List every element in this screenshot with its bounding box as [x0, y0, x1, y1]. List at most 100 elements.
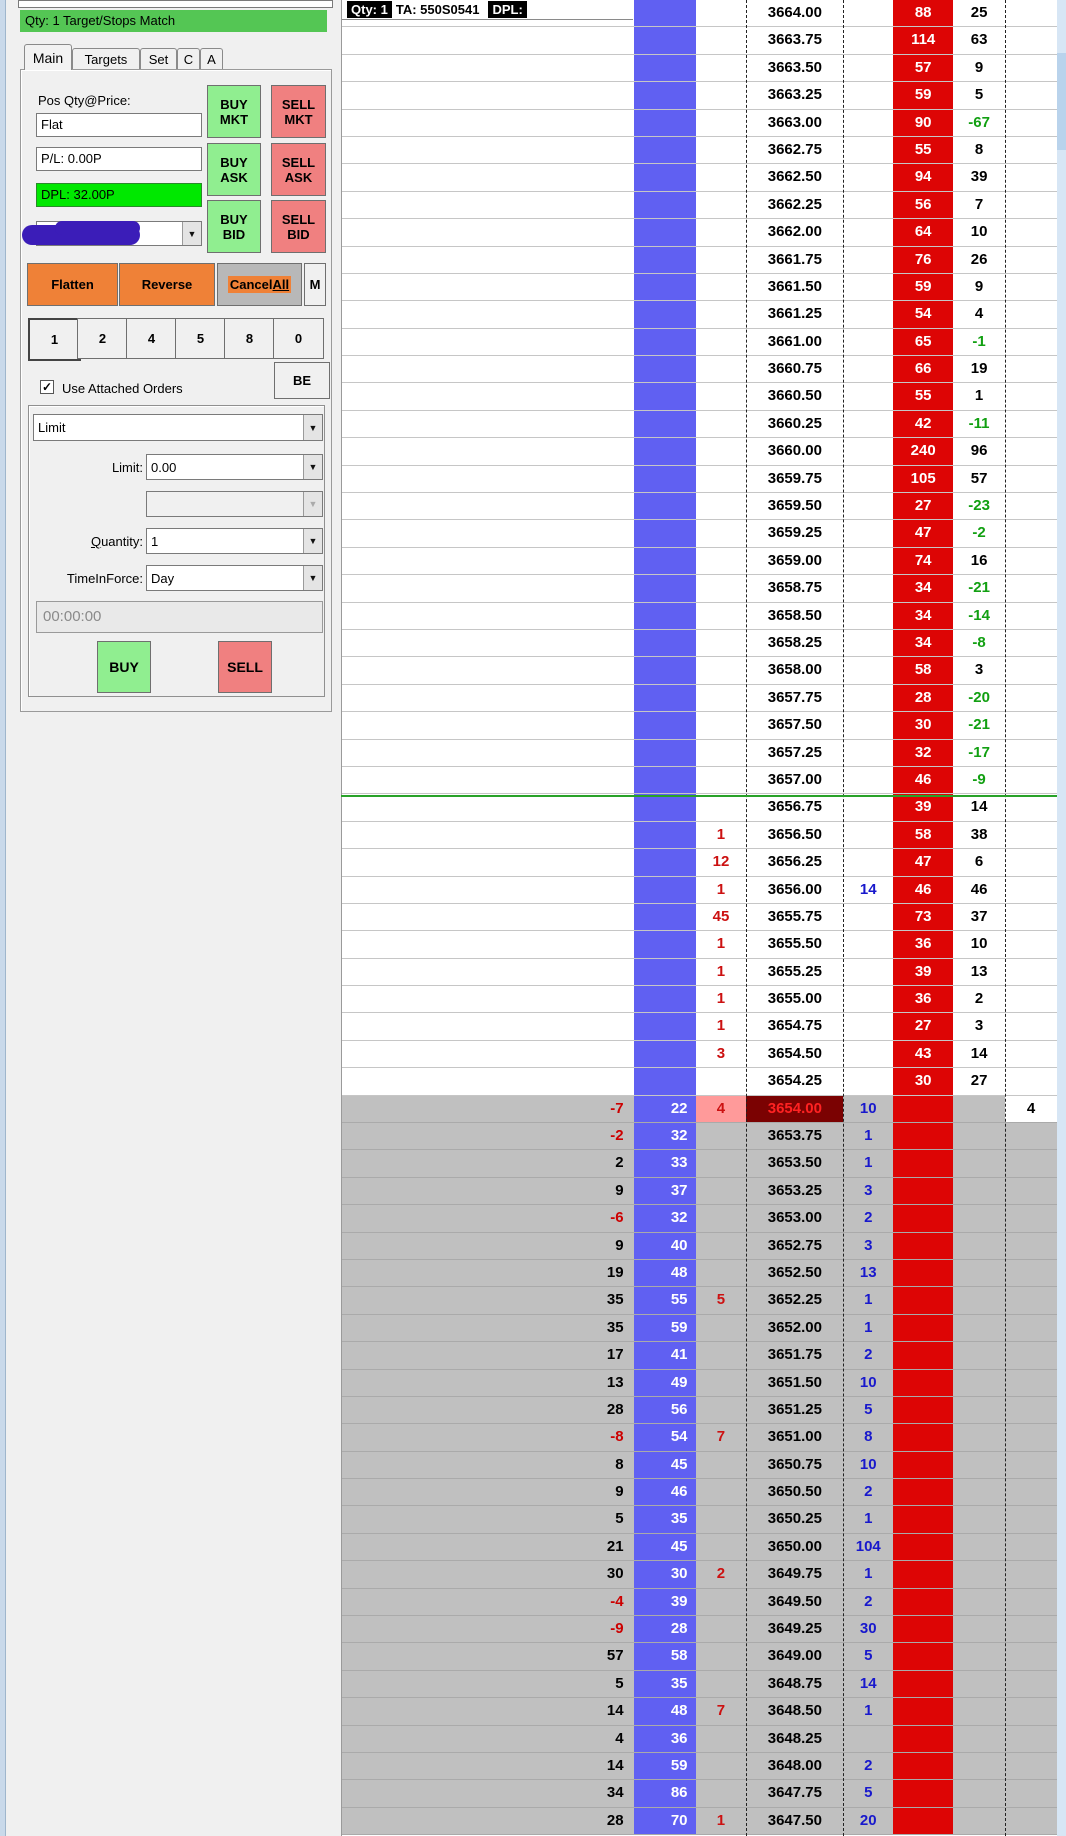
bid-size-cell[interactable]: [843, 54, 894, 83]
ask-size-cell[interactable]: 43: [893, 1040, 954, 1069]
bid-size-cell[interactable]: 5: [843, 1643, 894, 1671]
bid-size-cell[interactable]: [843, 465, 894, 494]
depth-cell[interactable]: [633, 328, 696, 357]
depth-cell[interactable]: [633, 903, 696, 932]
orders-cell[interactable]: [695, 273, 747, 302]
orders-cell[interactable]: [695, 136, 747, 165]
orders-cell[interactable]: [695, 301, 747, 329]
ask-size-cell[interactable]: 65: [893, 328, 954, 357]
depth-cell[interactable]: 35: [633, 1506, 696, 1534]
bid-size-cell[interactable]: [843, 657, 894, 685]
ask-size-cell[interactable]: 27: [893, 1013, 954, 1041]
bid-size-cell[interactable]: [843, 246, 894, 274]
bid-size-cell[interactable]: 5: [843, 1780, 894, 1808]
bid-size-cell[interactable]: 1: [843, 1123, 894, 1151]
orders-cell[interactable]: [695, 82, 747, 110]
bid-size-cell[interactable]: [843, 712, 894, 740]
ask-size-cell[interactable]: 28: [893, 684, 954, 713]
orders-cell[interactable]: [695, 602, 747, 630]
orders-cell[interactable]: [695, 0, 747, 28]
ask-size-cell[interactable]: [893, 1780, 954, 1808]
depth-cell[interactable]: 35: [633, 1670, 696, 1699]
orders-cell[interactable]: 2: [695, 1561, 747, 1589]
qty-preset-4[interactable]: 4: [126, 318, 177, 359]
bid-size-cell[interactable]: [843, 520, 894, 548]
order-type-select[interactable]: Limit ▼: [33, 414, 323, 441]
ask-size-cell[interactable]: 76: [893, 246, 954, 274]
buy-mkt-button[interactable]: BUY MKT: [207, 85, 261, 138]
bid-size-cell[interactable]: 8: [843, 1424, 894, 1452]
orders-cell[interactable]: [695, 164, 747, 192]
depth-cell[interactable]: 59: [633, 1314, 696, 1343]
depth-cell[interactable]: 32: [633, 1123, 696, 1151]
qty-preset-2[interactable]: 2: [77, 318, 128, 359]
depth-cell[interactable]: [633, 520, 696, 548]
bid-size-cell[interactable]: [843, 684, 894, 713]
ask-size-cell[interactable]: 114: [893, 27, 954, 55]
orders-cell[interactable]: [695, 1533, 747, 1562]
depth-cell[interactable]: [633, 931, 696, 959]
ask-size-cell[interactable]: 57: [893, 54, 954, 83]
ask-size-cell[interactable]: 94: [893, 164, 954, 192]
ask-size-cell[interactable]: [893, 1807, 954, 1836]
ask-size-cell[interactable]: [893, 1588, 954, 1617]
ask-size-cell[interactable]: 105: [893, 465, 954, 494]
bid-size-cell[interactable]: 14: [843, 876, 894, 904]
qty-preset-1[interactable]: 1: [28, 318, 81, 361]
orders-cell[interactable]: [695, 1670, 747, 1699]
ask-size-cell[interactable]: [893, 1533, 954, 1562]
bid-size-cell[interactable]: [843, 547, 894, 576]
depth-cell[interactable]: 41: [633, 1342, 696, 1370]
orders-cell[interactable]: 7: [695, 1698, 747, 1726]
depth-cell[interactable]: 33: [633, 1150, 696, 1178]
chevron-down-icon[interactable]: ▼: [303, 566, 322, 590]
bid-size-cell[interactable]: [843, 301, 894, 329]
bid-size-cell[interactable]: [843, 602, 894, 630]
depth-cell[interactable]: [633, 82, 696, 110]
orders-cell[interactable]: [695, 109, 747, 137]
depth-cell[interactable]: [633, 794, 696, 822]
ask-size-cell[interactable]: 47: [893, 849, 954, 877]
sell-bid-button[interactable]: SELL BID: [271, 200, 326, 253]
bid-size-cell[interactable]: 13: [843, 1259, 894, 1288]
depth-cell[interactable]: [633, 684, 696, 713]
tab-targets[interactable]: Targets: [72, 48, 140, 70]
depth-cell[interactable]: [633, 136, 696, 165]
ask-size-cell[interactable]: [893, 1177, 954, 1206]
ask-size-cell[interactable]: 55: [893, 136, 954, 165]
orders-cell[interactable]: [695, 794, 747, 822]
ask-size-cell[interactable]: 39: [893, 794, 954, 822]
bid-size-cell[interactable]: [843, 164, 894, 192]
orders-cell[interactable]: [695, 575, 747, 603]
orders-cell[interactable]: 3: [695, 1040, 747, 1069]
depth-cell[interactable]: [633, 575, 696, 603]
depth-cell[interactable]: 46: [633, 1479, 696, 1507]
depth-cell[interactable]: [633, 1068, 696, 1096]
ask-size-cell[interactable]: 58: [893, 657, 954, 685]
qty-preset-8[interactable]: 8: [224, 318, 275, 359]
orders-cell[interactable]: [695, 1342, 747, 1370]
scrollbar-track[interactable]: [1057, 0, 1066, 1836]
ask-size-cell[interactable]: [893, 1451, 954, 1480]
tab-set[interactable]: Set: [140, 48, 177, 70]
bid-size-cell[interactable]: [843, 1013, 894, 1041]
ask-size-cell[interactable]: [893, 1396, 954, 1425]
depth-cell[interactable]: 37: [633, 1177, 696, 1206]
bid-size-cell[interactable]: 2: [843, 1205, 894, 1233]
ask-size-cell[interactable]: 39: [893, 958, 954, 987]
depth-cell[interactable]: [633, 164, 696, 192]
orders-cell[interactable]: [695, 54, 747, 83]
depth-cell[interactable]: [633, 109, 696, 137]
ask-size-cell[interactable]: [893, 1342, 954, 1370]
depth-cell[interactable]: 48: [633, 1259, 696, 1288]
bid-size-cell[interactable]: 2: [843, 1342, 894, 1370]
orders-cell[interactable]: [695, 1780, 747, 1808]
ask-size-cell[interactable]: [893, 1123, 954, 1151]
chevron-down-icon[interactable]: ▼: [303, 529, 322, 553]
depth-cell[interactable]: 55: [633, 1287, 696, 1315]
bid-size-cell[interactable]: 1: [843, 1150, 894, 1178]
qty-preset-5[interactable]: 5: [175, 318, 226, 359]
orders-cell[interactable]: [695, 629, 747, 658]
orders-cell[interactable]: 1: [695, 821, 747, 850]
depth-cell[interactable]: 32: [633, 1205, 696, 1233]
